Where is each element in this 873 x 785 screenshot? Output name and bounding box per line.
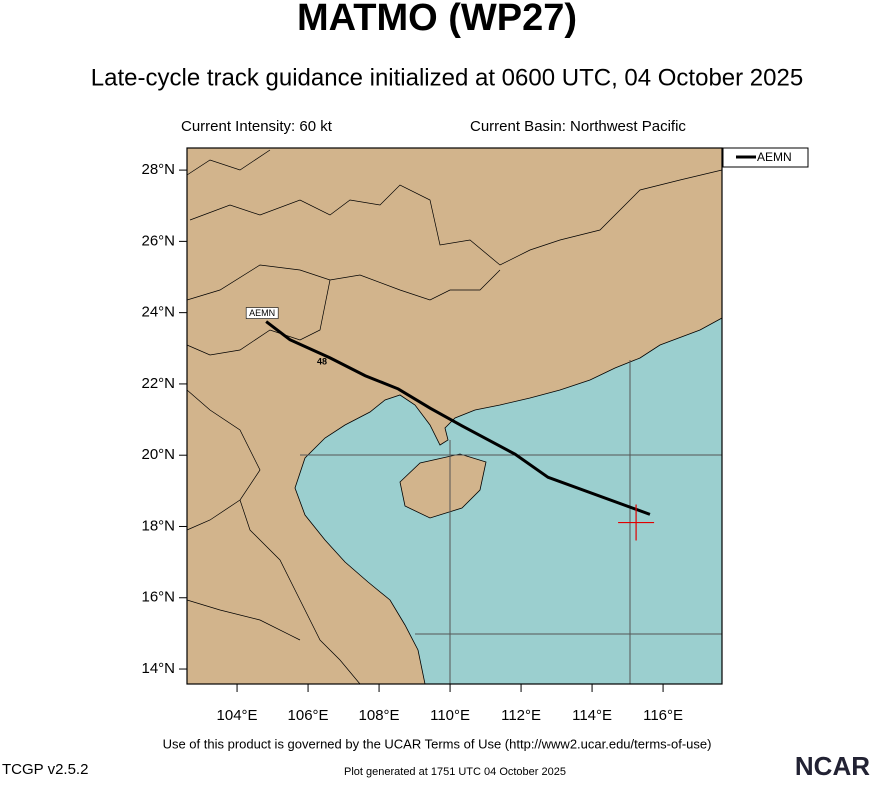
borders [186, 149, 723, 685]
version: TCGP v2.5.2 [2, 761, 88, 778]
track-label: AEMN [249, 308, 275, 318]
y-tick-label: 18°N [141, 517, 175, 534]
current-position [618, 504, 655, 541]
track-label-box [245, 307, 279, 319]
x-tick-label: 104°E [217, 707, 258, 724]
frame [186, 147, 723, 685]
x-tick-label: 110°E [430, 707, 470, 724]
y-tick-label: 14°N [141, 660, 175, 677]
x-tick-label: 108°E [359, 707, 400, 724]
map [186, 147, 723, 685]
x-tick-label: 116°E [643, 707, 683, 724]
hainan [399, 453, 487, 519]
y-tick-label: 16°N [141, 589, 175, 606]
legend-label: AEMN [757, 150, 792, 164]
track [265, 320, 651, 516]
logo: NCAR [795, 751, 870, 780]
footer-generated: Plot generated at 1751 UTC 04 October 20… [344, 766, 566, 778]
intensity: Current Intensity: 60 kt [181, 118, 333, 135]
basin: Current Basin: Northwest Pacific [470, 118, 686, 135]
y-tick-label: 20°N [141, 446, 175, 463]
y-tick-label: 22°N [141, 375, 175, 392]
hour-label: 48 [317, 356, 327, 366]
y-tick-label: 28°N [141, 161, 175, 178]
x-tick-label: 114°E [572, 707, 612, 724]
x-tick-label: 112°E [501, 707, 541, 724]
y-tick-label: 24°N [141, 304, 175, 321]
chart-subtitle: Late-cycle track guidance initialized at… [91, 64, 803, 91]
chart-title: MATMO (WP27) [297, 0, 577, 39]
legend [722, 147, 809, 168]
footer-terms: Use of this product is governed by the U… [163, 736, 712, 751]
y-tick-label: 26°N [141, 232, 175, 249]
x-tick-label: 106°E [288, 707, 329, 724]
ocean [294, 317, 723, 685]
